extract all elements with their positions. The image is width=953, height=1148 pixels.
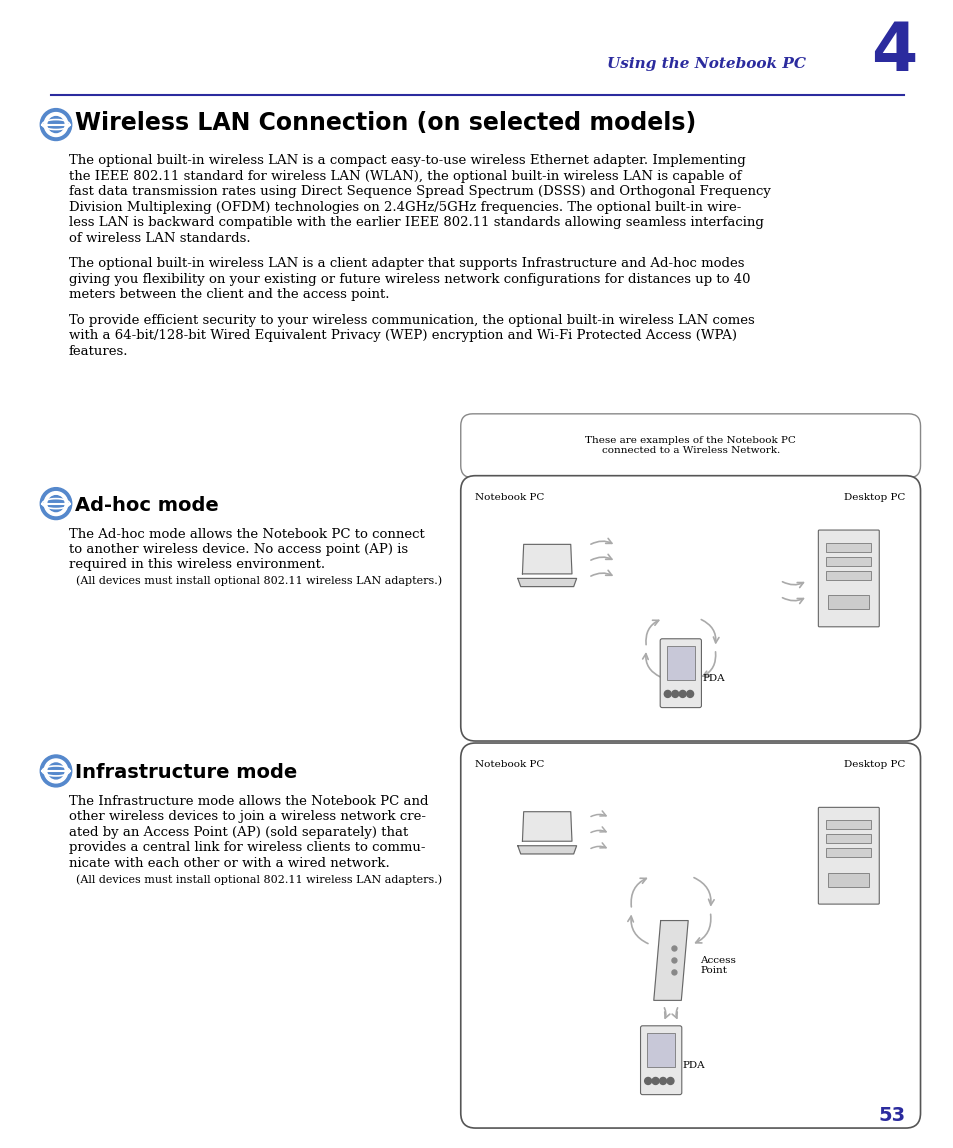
FancyBboxPatch shape [460,475,920,740]
Text: 4: 4 [870,18,916,85]
Bar [666,646,695,680]
Text: PDA: PDA [682,1061,704,1070]
Circle shape [671,957,677,963]
Text: The optional built-in wireless LAN is a compact easy-to-use wireless Ethernet ad: The optional built-in wireless LAN is a … [69,155,744,168]
Bar [825,821,870,829]
Text: provides a central link for wireless clients to commu-: provides a central link for wireless cli… [69,841,425,854]
FancyBboxPatch shape [818,807,879,905]
FancyBboxPatch shape [659,638,700,707]
Circle shape [44,759,68,783]
Text: fast data transmission rates using Direct Sequence Spread Spectrum (DSSS) and Or: fast data transmission rates using Direc… [69,186,770,199]
Polygon shape [522,812,572,841]
Circle shape [659,1078,666,1085]
Text: Using the Notebook PC: Using the Notebook PC [606,56,804,71]
Text: nicate with each other or with a wired network.: nicate with each other or with a wired n… [69,856,389,870]
Bar [825,543,870,552]
Bar [827,872,868,886]
Circle shape [671,690,678,698]
Circle shape [44,113,68,137]
Circle shape [663,690,671,698]
Polygon shape [517,579,576,587]
Text: the IEEE 802.11 standard for wireless LAN (WLAN), the optional built-in wireless: the IEEE 802.11 standard for wireless LA… [69,170,740,183]
FancyBboxPatch shape [818,530,879,627]
Text: Access
Point: Access Point [700,956,736,975]
Text: Notebook PC: Notebook PC [475,760,544,769]
Circle shape [671,970,677,975]
Circle shape [666,1078,673,1085]
FancyBboxPatch shape [460,743,920,1128]
Text: Desktop PC: Desktop PC [843,760,904,769]
Text: Infrastructure mode: Infrastructure mode [74,763,296,782]
Circle shape [48,117,64,132]
Text: PDA: PDA [701,674,724,683]
Text: to another wireless device. No access point (AP) is: to another wireless device. No access po… [69,543,408,556]
Polygon shape [517,846,576,854]
Text: giving you flexibility on your existing or future wireless network configuration: giving you flexibility on your existing … [69,273,749,286]
Text: other wireless devices to join a wireless network cre-: other wireless devices to join a wireles… [69,810,425,823]
Circle shape [40,755,71,786]
Bar [827,596,868,610]
Circle shape [48,496,64,512]
FancyBboxPatch shape [639,1026,681,1095]
Text: features.: features. [69,344,128,357]
Text: Notebook PC: Notebook PC [475,492,544,502]
Circle shape [40,488,71,520]
Circle shape [679,690,685,698]
Circle shape [686,690,693,698]
Text: The Infrastructure mode allows the Notebook PC and: The Infrastructure mode allows the Noteb… [69,794,428,808]
Bar [825,835,870,844]
Text: ated by an Access Point (AP) (sold separately) that: ated by an Access Point (AP) (sold separ… [69,825,408,839]
Circle shape [48,763,64,779]
Text: less LAN is backward compatible with the earlier IEEE 802.11 standards allowing : less LAN is backward compatible with the… [69,216,762,230]
Circle shape [44,491,68,515]
Text: The Ad-hoc mode allows the Notebook PC to connect: The Ad-hoc mode allows the Notebook PC t… [69,528,424,541]
Bar [825,848,870,858]
Circle shape [652,1078,659,1085]
Bar [825,571,870,580]
Text: These are examples of the Notebook PC
connected to a Wireless Network.: These are examples of the Notebook PC co… [584,436,795,456]
Bar [646,1033,675,1066]
Circle shape [40,109,71,140]
Bar [825,557,870,566]
Text: with a 64-bit/128-bit Wired Equivalent Privacy (WEP) encryption and Wi-Fi Protec: with a 64-bit/128-bit Wired Equivalent P… [69,329,736,342]
Polygon shape [653,921,687,1000]
Text: Division Multiplexing (OFDM) technologies on 2.4GHz/5GHz frequencies. The option: Division Multiplexing (OFDM) technologie… [69,201,740,214]
Text: meters between the client and the access point.: meters between the client and the access… [69,288,389,301]
Polygon shape [522,544,572,574]
Text: Wireless LAN Connection (on selected models): Wireless LAN Connection (on selected mod… [74,110,695,134]
Text: The optional built-in wireless LAN is a client adapter that supports Infrastruct: The optional built-in wireless LAN is a … [69,257,743,270]
Text: Desktop PC: Desktop PC [843,492,904,502]
Text: required in this wireless environment.: required in this wireless environment. [69,558,325,572]
Text: (All devices must install optional 802.11 wireless LAN adapters.): (All devices must install optional 802.1… [69,874,441,885]
FancyBboxPatch shape [460,413,920,478]
Circle shape [644,1078,651,1085]
Text: To provide efficient security to your wireless communication, the optional built: To provide efficient security to your wi… [69,313,754,326]
Text: 53: 53 [878,1106,904,1125]
Text: of wireless LAN standards.: of wireless LAN standards. [69,232,250,245]
Circle shape [671,946,677,951]
Text: Ad-hoc mode: Ad-hoc mode [74,496,218,514]
Text: (All devices must install optional 802.11 wireless LAN adapters.): (All devices must install optional 802.1… [69,576,441,587]
